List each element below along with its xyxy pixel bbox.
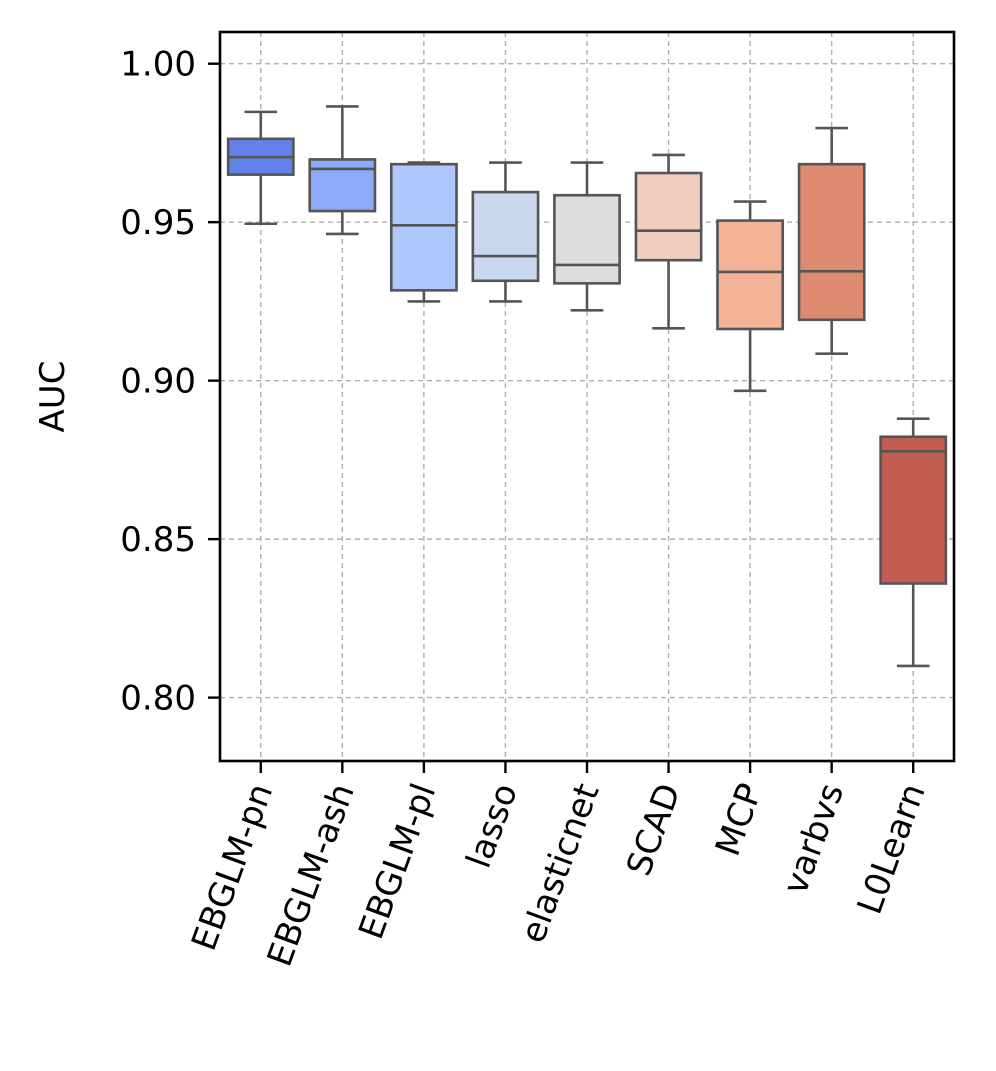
y-axis-title: AUC [33,361,73,433]
iqr-box [308,158,377,213]
iqr-box [716,219,785,331]
x-tick-label: varbvs [775,778,852,899]
x-tick-label: MCP [708,778,771,861]
box-MCP [716,200,785,393]
box-varbvs [797,126,866,356]
box-series [226,105,948,668]
y-tick-label: 0.90 [120,362,196,402]
y-tick-label: 0.95 [120,203,196,243]
x-tick-label: L0Learn [850,778,934,919]
x-tick-label: EBGLM-pl [351,778,444,944]
x-tick-label: EBGLM-pn [184,778,281,955]
x-tick-label: lasso [459,778,526,873]
box-EBGLM-ash [308,105,377,236]
iqr-box [634,171,703,262]
y-tick-label: 0.85 [120,520,196,560]
box-elasticnet [553,161,621,312]
x-tick-label: elasticnet [513,778,607,948]
y-axis: 1.00 0.95 0.90 0.85 0.80 [120,45,220,719]
grid [220,32,954,761]
box-EBGLM-pl [389,161,458,303]
x-tick-label: SCAD [619,778,689,881]
box-EBGLM-pn [226,110,295,226]
box-L0Learn [879,417,948,668]
y-tick-label: 1.00 [120,45,196,85]
iqr-box [389,162,458,292]
iqr-box [797,162,866,322]
box-lasso [471,161,540,303]
y-tick-label: 0.80 [120,679,196,719]
box-SCAD [634,153,703,330]
iqr-box [471,190,540,283]
iqr-box [879,435,948,585]
iqr-box [553,193,621,285]
